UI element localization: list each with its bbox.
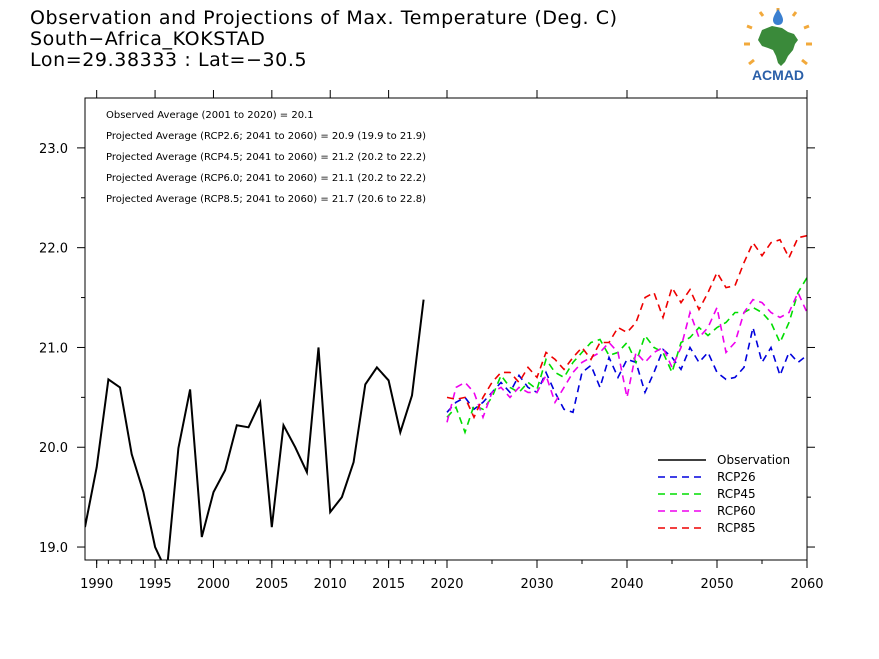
chart-title: Observation and Projections of Max. Temp…: [30, 7, 618, 29]
africa-map-icon: [758, 26, 798, 66]
x-tick-label: 2040: [610, 577, 643, 592]
x-tick-label: 2060: [790, 577, 823, 592]
x-tick-label: 2015: [372, 577, 405, 592]
annotation-rcp45-average: Projected Average (RCP4.5; 2041 to 2060)…: [106, 152, 426, 163]
legend-label-observation: Observation: [717, 453, 790, 467]
legend-label-rcp85: RCP85: [717, 521, 756, 535]
x-tick-label: 2010: [314, 577, 347, 592]
annotations: Observed Average (2001 to 2020) = 20.1 P…: [106, 110, 426, 205]
legend-label-rcp45: RCP45: [717, 487, 756, 501]
water-drop-icon: [773, 9, 783, 25]
annotation-rcp26-average: Projected Average (RCP2.6; 2041 to 2060)…: [106, 131, 426, 142]
logo-text: ACMAD: [752, 67, 804, 83]
x-tick-label: 2005: [255, 577, 288, 592]
x-tick-label: 2030: [520, 577, 553, 592]
series-group: [85, 234, 807, 560]
annotation-rcp85-average: Projected Average (RCP8.5; 2041 to 2060)…: [106, 194, 426, 205]
series-line-rcp85: [446, 234, 807, 420]
x-tick-label: 2000: [197, 577, 230, 592]
x-tick-label: 1995: [139, 577, 172, 592]
chart-title-block: Observation and Projections of Max. Temp…: [30, 8, 618, 71]
y-axis-labels: 19.0 20.0 21.0 22.0 23.0: [39, 142, 68, 556]
series-line-observation: [85, 299, 425, 560]
x-tick-label: 1990: [80, 577, 113, 592]
series-line-rcp60: [446, 290, 807, 423]
series-line-rcp45: [446, 277, 807, 435]
series-line-rcp26: [446, 327, 807, 414]
plot-frame: [84, 97, 808, 561]
legend-label-rcp26: RCP26: [717, 470, 756, 484]
series-lines: [85, 234, 807, 560]
annotation-observed-average: Observed Average (2001 to 2020) = 20.1: [106, 110, 314, 121]
chart-subtitle-coordinates: Lon=29.38333 : Lat=−30.5: [30, 49, 308, 71]
chart-subtitle-location: South−Africa_KOKSTAD: [30, 28, 266, 50]
legend-label-rcp60: RCP60: [717, 504, 756, 518]
x-axis-labels: 1990 1995 2000 2005 2010 2015 2020 2030 2040 2050…: [80, 577, 823, 592]
axis-ticks: [77, 90, 815, 568]
x-tick-label: 2050: [700, 577, 733, 592]
y-tick-label: 20.0: [39, 441, 68, 456]
x-tick-label: 2020: [430, 577, 463, 592]
acmad-logo: ACMAD: [744, 8, 812, 83]
y-tick-label: 22.0: [39, 242, 68, 257]
y-tick-label: 19.0: [39, 541, 68, 556]
legend: Observation RCP26 RCP45 RCP60 RCP85: [658, 453, 790, 535]
annotation-rcp60-average: Projected Average (RCP6.0; 2041 to 2060)…: [106, 173, 426, 184]
y-tick-label: 23.0: [39, 142, 68, 157]
y-tick-label: 21.0: [39, 341, 68, 356]
